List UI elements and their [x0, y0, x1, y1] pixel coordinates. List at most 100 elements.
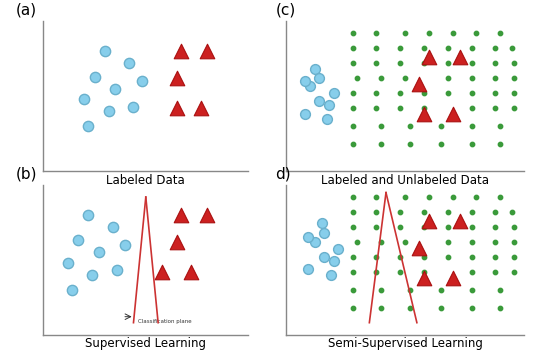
Point	[472, 31, 481, 36]
Point	[348, 46, 357, 51]
Point	[508, 46, 516, 51]
Point	[443, 90, 452, 96]
Point	[348, 61, 357, 66]
Point	[90, 74, 99, 79]
Point	[401, 194, 409, 200]
Point	[496, 194, 504, 200]
X-axis label: Semi-Supervised Learning: Semi-Supervised Learning	[328, 337, 482, 350]
Point	[322, 116, 331, 121]
Point	[64, 260, 72, 266]
Point	[377, 305, 386, 310]
Point	[348, 31, 357, 36]
Point	[467, 287, 476, 293]
Point	[496, 141, 504, 147]
Point	[467, 269, 476, 275]
Point	[467, 90, 476, 96]
Point	[88, 272, 97, 278]
Point	[508, 209, 516, 215]
Point	[491, 61, 500, 66]
Point	[448, 31, 457, 36]
Point	[448, 194, 457, 200]
Point	[348, 141, 357, 147]
Point	[436, 287, 445, 293]
Point	[443, 209, 452, 215]
Point	[491, 239, 500, 245]
Point	[443, 75, 452, 81]
Point	[372, 90, 381, 96]
Point	[491, 209, 500, 215]
Point	[105, 108, 113, 114]
Point	[496, 287, 504, 293]
Point	[467, 141, 476, 147]
Point	[491, 105, 500, 111]
Point	[510, 269, 518, 275]
Point	[406, 305, 414, 310]
Point	[306, 83, 314, 89]
Point	[172, 239, 181, 245]
Point	[310, 66, 319, 72]
Point	[372, 105, 381, 111]
Point	[491, 224, 500, 230]
Point	[396, 61, 404, 66]
Point	[84, 123, 93, 129]
Point	[415, 245, 423, 251]
Point	[424, 31, 433, 36]
Point	[203, 212, 212, 218]
Point	[315, 98, 324, 104]
Point	[113, 267, 122, 273]
Point	[372, 194, 381, 200]
Point	[496, 305, 504, 310]
Point	[372, 31, 381, 36]
Point	[510, 90, 518, 96]
Point	[436, 123, 445, 129]
Point	[420, 46, 428, 51]
Point	[348, 194, 357, 200]
Point	[455, 218, 464, 224]
Point	[496, 31, 504, 36]
Point	[467, 61, 476, 66]
Point	[177, 212, 185, 218]
Text: (c): (c)	[275, 3, 296, 18]
Point	[510, 75, 518, 81]
Point	[443, 46, 452, 51]
Point	[491, 46, 500, 51]
Point	[510, 61, 518, 66]
Point	[68, 287, 76, 293]
Point	[372, 269, 381, 275]
Point	[318, 220, 326, 225]
Point	[348, 224, 357, 230]
Point	[396, 224, 404, 230]
Point	[406, 123, 414, 129]
Point	[491, 254, 500, 260]
Point	[420, 105, 428, 111]
Point	[424, 218, 433, 224]
Point	[320, 254, 328, 260]
Point	[377, 123, 386, 129]
Point	[377, 75, 386, 81]
Text: (b): (b)	[16, 167, 38, 182]
Point	[420, 254, 428, 260]
Point	[348, 90, 357, 96]
Point	[491, 75, 500, 81]
Point	[177, 48, 185, 54]
Point	[443, 224, 452, 230]
Point	[436, 305, 445, 310]
Point	[472, 194, 481, 200]
Point	[496, 123, 504, 129]
Point	[377, 141, 386, 147]
Point	[420, 224, 428, 230]
Point	[448, 111, 457, 117]
Point	[372, 209, 381, 215]
Point	[327, 272, 336, 278]
Point	[329, 90, 338, 96]
Point	[467, 123, 476, 129]
Point	[315, 75, 324, 81]
Point	[301, 111, 309, 117]
X-axis label: Labeled and Unlabeled Data: Labeled and Unlabeled Data	[321, 174, 489, 187]
Point	[301, 78, 309, 84]
Point	[372, 254, 381, 260]
Point	[353, 75, 362, 81]
Point	[137, 78, 146, 84]
Point	[372, 46, 381, 51]
Point	[172, 105, 181, 111]
